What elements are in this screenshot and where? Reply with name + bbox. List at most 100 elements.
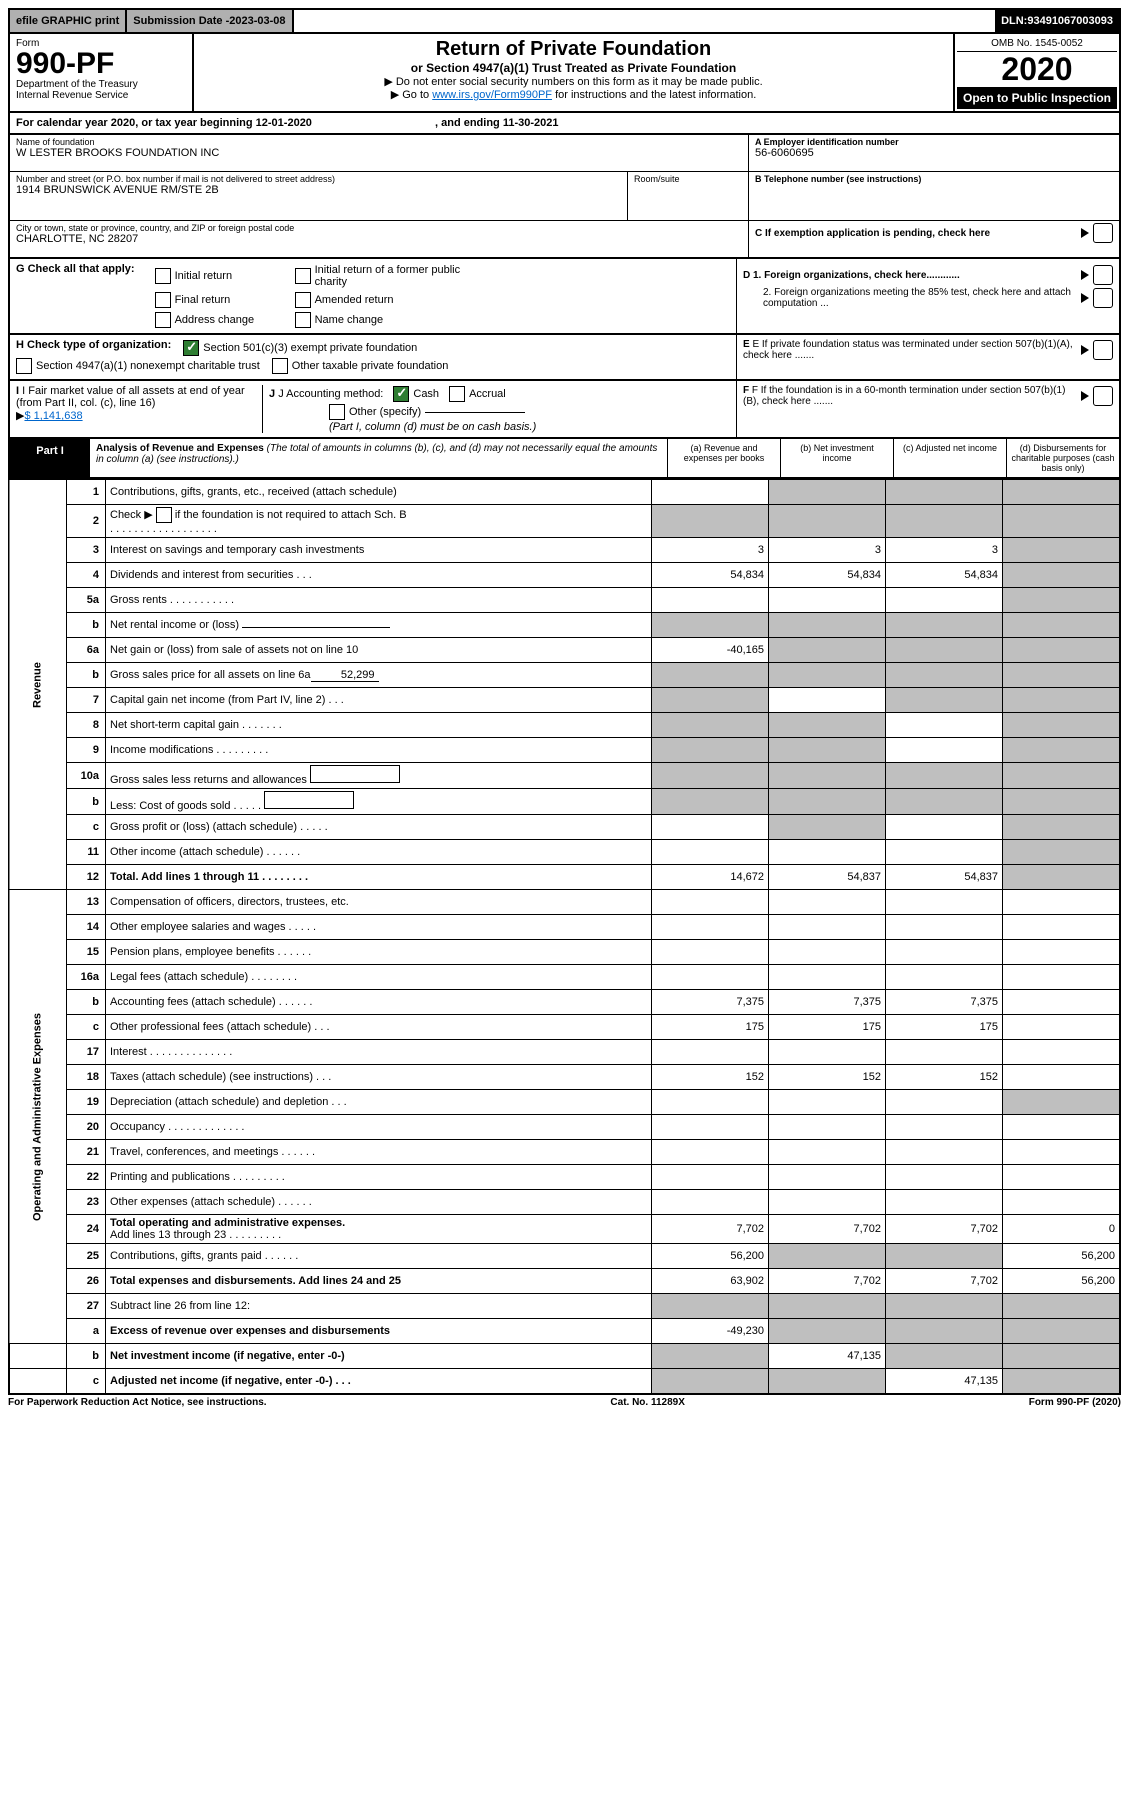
r24-line2: Add lines 13 through 23 . . . . . . . . … bbox=[110, 1229, 281, 1241]
row-num: c bbox=[67, 815, 106, 840]
row-num: a bbox=[67, 1319, 106, 1344]
d2-label: 2. Foreign organizations meeting the 85%… bbox=[743, 287, 1081, 309]
col-a-header: (a) Revenue and expenses per books bbox=[667, 439, 780, 477]
row-label: Less: Cost of goods sold . . . . . bbox=[106, 789, 652, 815]
row-num: c bbox=[67, 1015, 106, 1040]
table-row: 7Capital gain net income (from Part IV, … bbox=[9, 688, 1120, 713]
checkbox-initial-former[interactable] bbox=[295, 268, 311, 284]
row-label: Capital gain net income (from Part IV, l… bbox=[106, 688, 652, 713]
table-row: 9Income modifications . . . . . . . . . bbox=[9, 738, 1120, 763]
i-block: I I Fair market value of all assets at e… bbox=[16, 385, 263, 433]
c-label: C If exemption application is pending, c… bbox=[755, 228, 990, 239]
row-label: Other employee salaries and wages . . . … bbox=[106, 915, 652, 940]
street-cell: Number and street (or P.O. box number if… bbox=[10, 172, 627, 221]
row-num: 13 bbox=[67, 890, 106, 915]
row-num: 7 bbox=[67, 688, 106, 713]
table-row: 2Check ▶ if the foundation is not requir… bbox=[9, 505, 1120, 538]
r5b-fill bbox=[242, 627, 390, 628]
row-num: b bbox=[67, 663, 106, 688]
checkbox-cash[interactable] bbox=[393, 386, 409, 402]
i-label: I Fair market value of all assets at end… bbox=[16, 385, 245, 409]
r10a-text: Gross sales less returns and allowances bbox=[110, 774, 307, 786]
row-label: Legal fees (attach schedule) . . . . . .… bbox=[106, 965, 652, 990]
row-label: Net investment income (if negative, ente… bbox=[106, 1344, 652, 1369]
submission-date: Submission Date - 2023-03-08 bbox=[127, 10, 293, 32]
f-right: F F If the foundation is in a 60-month t… bbox=[736, 381, 1119, 437]
cal-begin: 12-01-2020 bbox=[256, 117, 312, 129]
checkbox-other-method[interactable] bbox=[329, 404, 345, 420]
j-label: J Accounting method: bbox=[278, 388, 383, 400]
form-title: Return of Private Foundation bbox=[200, 38, 947, 61]
row-label: Total. Add lines 1 through 11 . . . . . … bbox=[106, 865, 652, 890]
r10b-box bbox=[264, 791, 354, 809]
checkbox-f[interactable] bbox=[1093, 386, 1113, 406]
checkbox-schb[interactable] bbox=[156, 507, 172, 523]
cell-value: 3 bbox=[652, 538, 769, 563]
note2-pre: ▶ Go to bbox=[391, 89, 432, 101]
info-section: Name of foundation W LESTER BROOKS FOUND… bbox=[8, 135, 1121, 259]
checkbox-final[interactable] bbox=[155, 292, 171, 308]
checkbox-address[interactable] bbox=[155, 312, 171, 328]
g-initial: Initial return bbox=[175, 270, 232, 282]
checkbox-d1[interactable] bbox=[1093, 265, 1113, 285]
table-row: 17Interest . . . . . . . . . . . . . . bbox=[9, 1040, 1120, 1065]
checkbox-e[interactable] bbox=[1093, 340, 1113, 360]
cell-value: 152 bbox=[652, 1065, 769, 1090]
exemption-cell: C If exemption application is pending, c… bbox=[749, 221, 1119, 257]
table-row: 15Pension plans, employee benefits . . .… bbox=[9, 940, 1120, 965]
row-num: b bbox=[67, 1344, 106, 1369]
d-right: D 1. Foreign organizations, check here..… bbox=[736, 259, 1119, 333]
row-label: Depreciation (attach schedule) and deple… bbox=[106, 1090, 652, 1115]
checkbox-c[interactable] bbox=[1093, 223, 1113, 243]
row-num: b bbox=[67, 613, 106, 638]
r2-pre: Check ▶ bbox=[110, 509, 156, 521]
street-label: Number and street (or P.O. box number if… bbox=[16, 174, 621, 184]
checkbox-amended[interactable] bbox=[295, 292, 311, 308]
row-num: 26 bbox=[67, 1269, 106, 1294]
checkbox-other-taxable[interactable] bbox=[272, 358, 288, 374]
table-row: 3Interest on savings and temporary cash … bbox=[9, 538, 1120, 563]
name-value: W LESTER BROOKS FOUNDATION INC bbox=[16, 147, 742, 159]
r10a-box bbox=[310, 765, 400, 783]
cell-value: 56,200 bbox=[652, 1244, 769, 1269]
irs-link[interactable]: www.irs.gov/Form990PF bbox=[432, 89, 552, 101]
cell-value: 7,375 bbox=[886, 990, 1003, 1015]
table-row: bAccounting fees (attach schedule) . . .… bbox=[9, 990, 1120, 1015]
table-row: Revenue 1Contributions, gifts, grants, e… bbox=[9, 480, 1120, 505]
row-num: 23 bbox=[67, 1190, 106, 1215]
r6b-fill: 52,299 bbox=[311, 669, 379, 682]
cell-value: 54,837 bbox=[886, 865, 1003, 890]
checkbox-accrual[interactable] bbox=[449, 386, 465, 402]
info-right: A Employer identification number 56-6060… bbox=[748, 135, 1119, 257]
cell-value: 7,702 bbox=[769, 1269, 886, 1294]
cell-value: 54,837 bbox=[769, 865, 886, 890]
row-num: 11 bbox=[67, 840, 106, 865]
checkbox-4947[interactable] bbox=[16, 358, 32, 374]
table-row: Operating and Administrative Expenses 13… bbox=[9, 890, 1120, 915]
cell-value: 63,902 bbox=[652, 1269, 769, 1294]
header-right: OMB No. 1545-0052 2020 Open to Public In… bbox=[953, 34, 1119, 111]
row-label: Accounting fees (attach schedule) . . . … bbox=[106, 990, 652, 1015]
table-row: 12Total. Add lines 1 through 11 . . . . … bbox=[9, 865, 1120, 890]
checkbox-initial[interactable] bbox=[155, 268, 171, 284]
form-note2: ▶ Go to www.irs.gov/Form990PF for instru… bbox=[200, 88, 947, 101]
i-value[interactable]: $ 1,141,638 bbox=[24, 410, 82, 422]
room-cell: Room/suite bbox=[628, 172, 748, 221]
checkbox-d2[interactable] bbox=[1093, 288, 1113, 308]
j-cash: Cash bbox=[413, 388, 439, 400]
row-num: 4 bbox=[67, 563, 106, 588]
row-label: Travel, conferences, and meetings . . . … bbox=[106, 1140, 652, 1165]
revenue-vlabel: Revenue bbox=[9, 480, 67, 890]
header-mid: Return of Private Foundation or Section … bbox=[194, 34, 953, 111]
h-label: H Check type of organization: bbox=[16, 339, 171, 357]
checkbox-501c3[interactable] bbox=[183, 340, 199, 356]
row-label: Adjusted net income (if negative, enter … bbox=[106, 1369, 652, 1395]
ij-left: I I Fair market value of all assets at e… bbox=[10, 381, 736, 437]
row-num: 5a bbox=[67, 588, 106, 613]
e-right: E E If private foundation status was ter… bbox=[736, 335, 1119, 379]
table-row: 26Total expenses and disbursements. Add … bbox=[9, 1269, 1120, 1294]
row-num: 22 bbox=[67, 1165, 106, 1190]
f-label: F If the foundation is in a 60-month ter… bbox=[743, 385, 1065, 407]
cell-value: 3 bbox=[769, 538, 886, 563]
checkbox-name[interactable] bbox=[295, 312, 311, 328]
